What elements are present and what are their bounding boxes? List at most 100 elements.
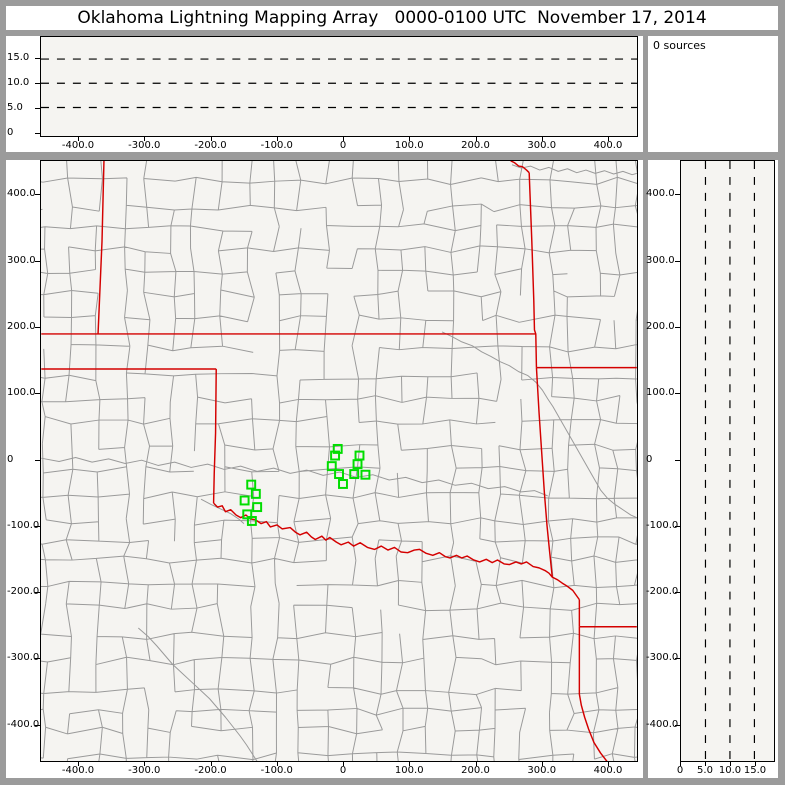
axis-tick: [675, 194, 680, 195]
axis-tick-label: -300.0: [7, 652, 40, 663]
lma-station-marker: [360, 469, 371, 480]
axis-tick: [608, 137, 609, 141]
axis-tick-label: 0: [7, 454, 14, 465]
river-line: [511, 164, 637, 176]
axis-tick-label: 10.0: [718, 765, 742, 776]
axis-tick-label: -100.0: [7, 520, 40, 531]
axis-tick: [675, 526, 680, 527]
axis-tick: [541, 137, 543, 141]
axis-tick-label: 200.0: [7, 321, 36, 332]
lma-station-marker: [338, 479, 348, 489]
lma-station-marker: [252, 502, 263, 513]
axis-tick-label: -300.0: [646, 652, 679, 663]
axis-tick: [210, 137, 212, 141]
lma-station-marker: [332, 443, 343, 454]
axis-tick: [210, 762, 212, 766]
axis-tick: [541, 762, 543, 766]
axis-tick-label: 0: [646, 454, 653, 465]
axis-tick-label: 5.0: [7, 102, 23, 113]
axis-tick: [276, 137, 278, 141]
lma-station-marker: [246, 479, 257, 490]
axis-tick-label: -400.0: [7, 719, 40, 730]
axis-tick: [409, 762, 411, 766]
lma-station-marker: [330, 450, 341, 461]
axis-tick-label: 0: [7, 127, 14, 138]
axis-tick-label: 5.0: [697, 765, 713, 776]
axis-tick-label: -200.0: [7, 586, 40, 597]
axis-tick: [35, 592, 40, 593]
axis-tick: [35, 261, 40, 262]
axis-tick: [35, 58, 40, 59]
axis-tick-label: 100.0: [394, 140, 424, 151]
window-title: Oklahoma Lightning Mapping Array 0000-01…: [6, 6, 778, 30]
axis-tick: [343, 137, 344, 141]
axis-tick: [35, 194, 40, 195]
axis-tick-label: 10.0: [7, 77, 30, 88]
axis-tick-label: 100.0: [394, 765, 424, 776]
axis-tick: [680, 762, 681, 766]
lma-station-marker: [246, 516, 257, 526]
axis-tick: [675, 261, 680, 262]
state-border-line: [510, 161, 530, 174]
axis-tick: [409, 137, 411, 141]
axis-tick-label: 200.0: [461, 140, 490, 151]
lma-station-marker: [354, 450, 365, 461]
axis-tick: [675, 725, 680, 726]
axis-tick: [608, 762, 609, 766]
axis-tick-label: 400.0: [593, 765, 623, 776]
axis-tick: [35, 725, 40, 726]
axis-tick-label: -100.0: [646, 520, 679, 531]
axis-tick: [78, 762, 79, 766]
axis-tick: [35, 108, 40, 109]
axis-tick-label: 0: [339, 765, 347, 776]
sources-panel: 0 sources: [648, 36, 778, 152]
axis-tick: [35, 393, 40, 394]
axis-tick-label: 200.0: [461, 765, 490, 776]
axis-tick: [675, 460, 680, 461]
axis-tick-label: 400.0: [7, 188, 36, 199]
axis-tick-label: 300.0: [527, 140, 557, 151]
axis-tick: [78, 137, 79, 141]
axis-tick: [675, 327, 680, 328]
axis-tick-label: -200.0: [194, 765, 227, 776]
state-border-line: [97, 161, 105, 334]
axis-tick-label: 400.0: [646, 188, 675, 199]
river-line: [41, 457, 548, 497]
river-line: [137, 627, 258, 761]
state-border-line: [212, 368, 217, 504]
axis-tick-label: -200.0: [646, 586, 679, 597]
axis-tick: [35, 658, 40, 659]
axis-tick: [144, 762, 146, 766]
axis-tick: [675, 592, 680, 593]
axis-tick-label: 400.0: [593, 140, 623, 151]
lma-station-marker: [239, 495, 250, 506]
axis-tick: [35, 133, 40, 134]
state-border-line: [213, 502, 580, 601]
axis-tick: [705, 762, 706, 766]
axis-tick-label: 0: [339, 140, 347, 151]
axis-tick: [755, 762, 756, 766]
lma-station-marker: [349, 469, 360, 480]
state-border-line: [528, 172, 538, 368]
axis-tick-label: -100.0: [260, 765, 293, 776]
axis-tick-label: -400.0: [646, 719, 679, 730]
plan-view-map-canvas: [41, 161, 637, 761]
axis-tick: [144, 137, 146, 141]
axis-tick: [675, 393, 680, 394]
axis-tick-label: 100.0: [646, 387, 675, 398]
sources-count-label: 0 sources: [653, 39, 706, 52]
axis-tick-label: 15.0: [7, 52, 30, 63]
axis-tick-label: 200.0: [646, 321, 675, 332]
axis-tick: [35, 526, 40, 527]
axis-tick: [35, 460, 40, 461]
altitude-ew-plot[interactable]: [40, 36, 638, 137]
altitude-ns-plot[interactable]: [680, 160, 775, 762]
axis-tick: [675, 658, 680, 659]
plan-view-map-plot[interactable]: [40, 160, 638, 762]
axis-tick-label: -200.0: [194, 140, 227, 151]
axis-tick-label: 0: [676, 765, 684, 776]
axis-tick-label: 300.0: [646, 255, 675, 266]
axis-tick: [475, 762, 477, 766]
axis-tick: [35, 83, 40, 84]
